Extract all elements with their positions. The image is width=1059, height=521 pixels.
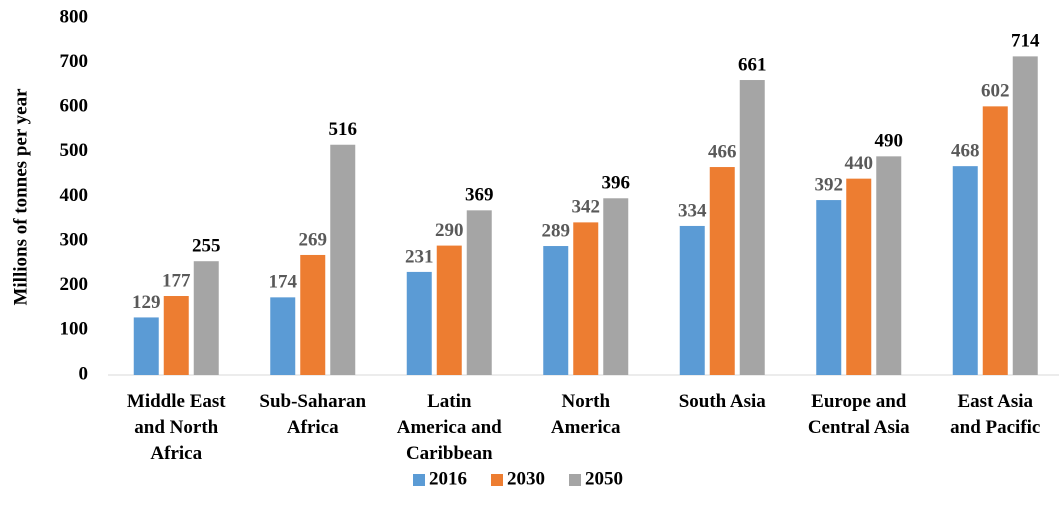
bar [466,210,492,375]
y-tick-label: 700 [60,51,89,72]
data-label: 466 [708,141,737,162]
bar [709,167,735,375]
bar [406,271,432,375]
y-tick-label: 200 [60,274,89,295]
x-tick-label: South Asia [679,391,767,412]
legend-swatch [413,474,425,486]
x-tick-label: Middle East and North Africa [127,391,226,464]
data-label: 468 [951,141,980,162]
data-label: 174 [269,272,298,293]
bar [436,245,462,375]
bar [163,296,189,375]
y-tick-label: 400 [60,185,89,206]
legend-swatch [569,474,581,486]
data-label: 516 [329,119,358,140]
bar [270,297,296,375]
legend-label: 2050 [585,468,623,489]
bar [300,254,326,375]
bar [952,166,978,375]
x-tick-label: Latin America and Caribbean [397,391,502,464]
data-label: 129 [132,292,161,313]
data-label: 392 [815,174,844,195]
data-label: 289 [542,220,571,241]
y-tick-label: 600 [60,96,89,117]
bar [679,225,705,375]
bar [573,222,599,375]
data-label: 342 [572,197,601,218]
bar [982,106,1008,376]
x-tick-label: North America [551,391,621,438]
data-label: 440 [845,153,874,174]
data-label: 269 [299,229,328,250]
x-tick-label: East Asia and Pacific [950,391,1040,438]
data-label: 396 [602,173,631,194]
data-label: 231 [405,246,434,267]
y-tick-label: 100 [60,319,89,340]
y-tick-label: 0 [79,363,89,384]
legend-label: 2016 [429,468,467,489]
y-tick-label: 500 [60,140,89,161]
bar [816,200,842,375]
x-tick-label: Sub-Saharan Africa [259,391,366,438]
data-label: 661 [738,54,767,75]
bar [193,261,219,375]
data-label: 369 [465,185,494,206]
bar [133,317,159,375]
y-tick-label: 800 [60,6,89,27]
bar [846,178,872,375]
data-label: 334 [678,200,707,221]
bar [1012,56,1038,375]
legend-swatch [491,474,503,486]
y-tick-label: 300 [60,229,89,250]
legend-label: 2030 [507,468,545,489]
data-label: 714 [1011,31,1040,52]
bar [739,80,765,375]
x-tick-label: Europe and Central Asia [808,391,910,438]
bar [543,246,569,375]
bar [876,156,902,375]
data-label: 255 [192,236,221,257]
data-label: 177 [162,270,191,291]
bar [330,144,356,375]
data-label: 490 [875,131,904,152]
data-label: 290 [435,220,464,241]
data-label: 602 [981,81,1010,102]
bar [603,198,629,375]
y-axis-title: Millions of tonnes per year [10,88,31,306]
